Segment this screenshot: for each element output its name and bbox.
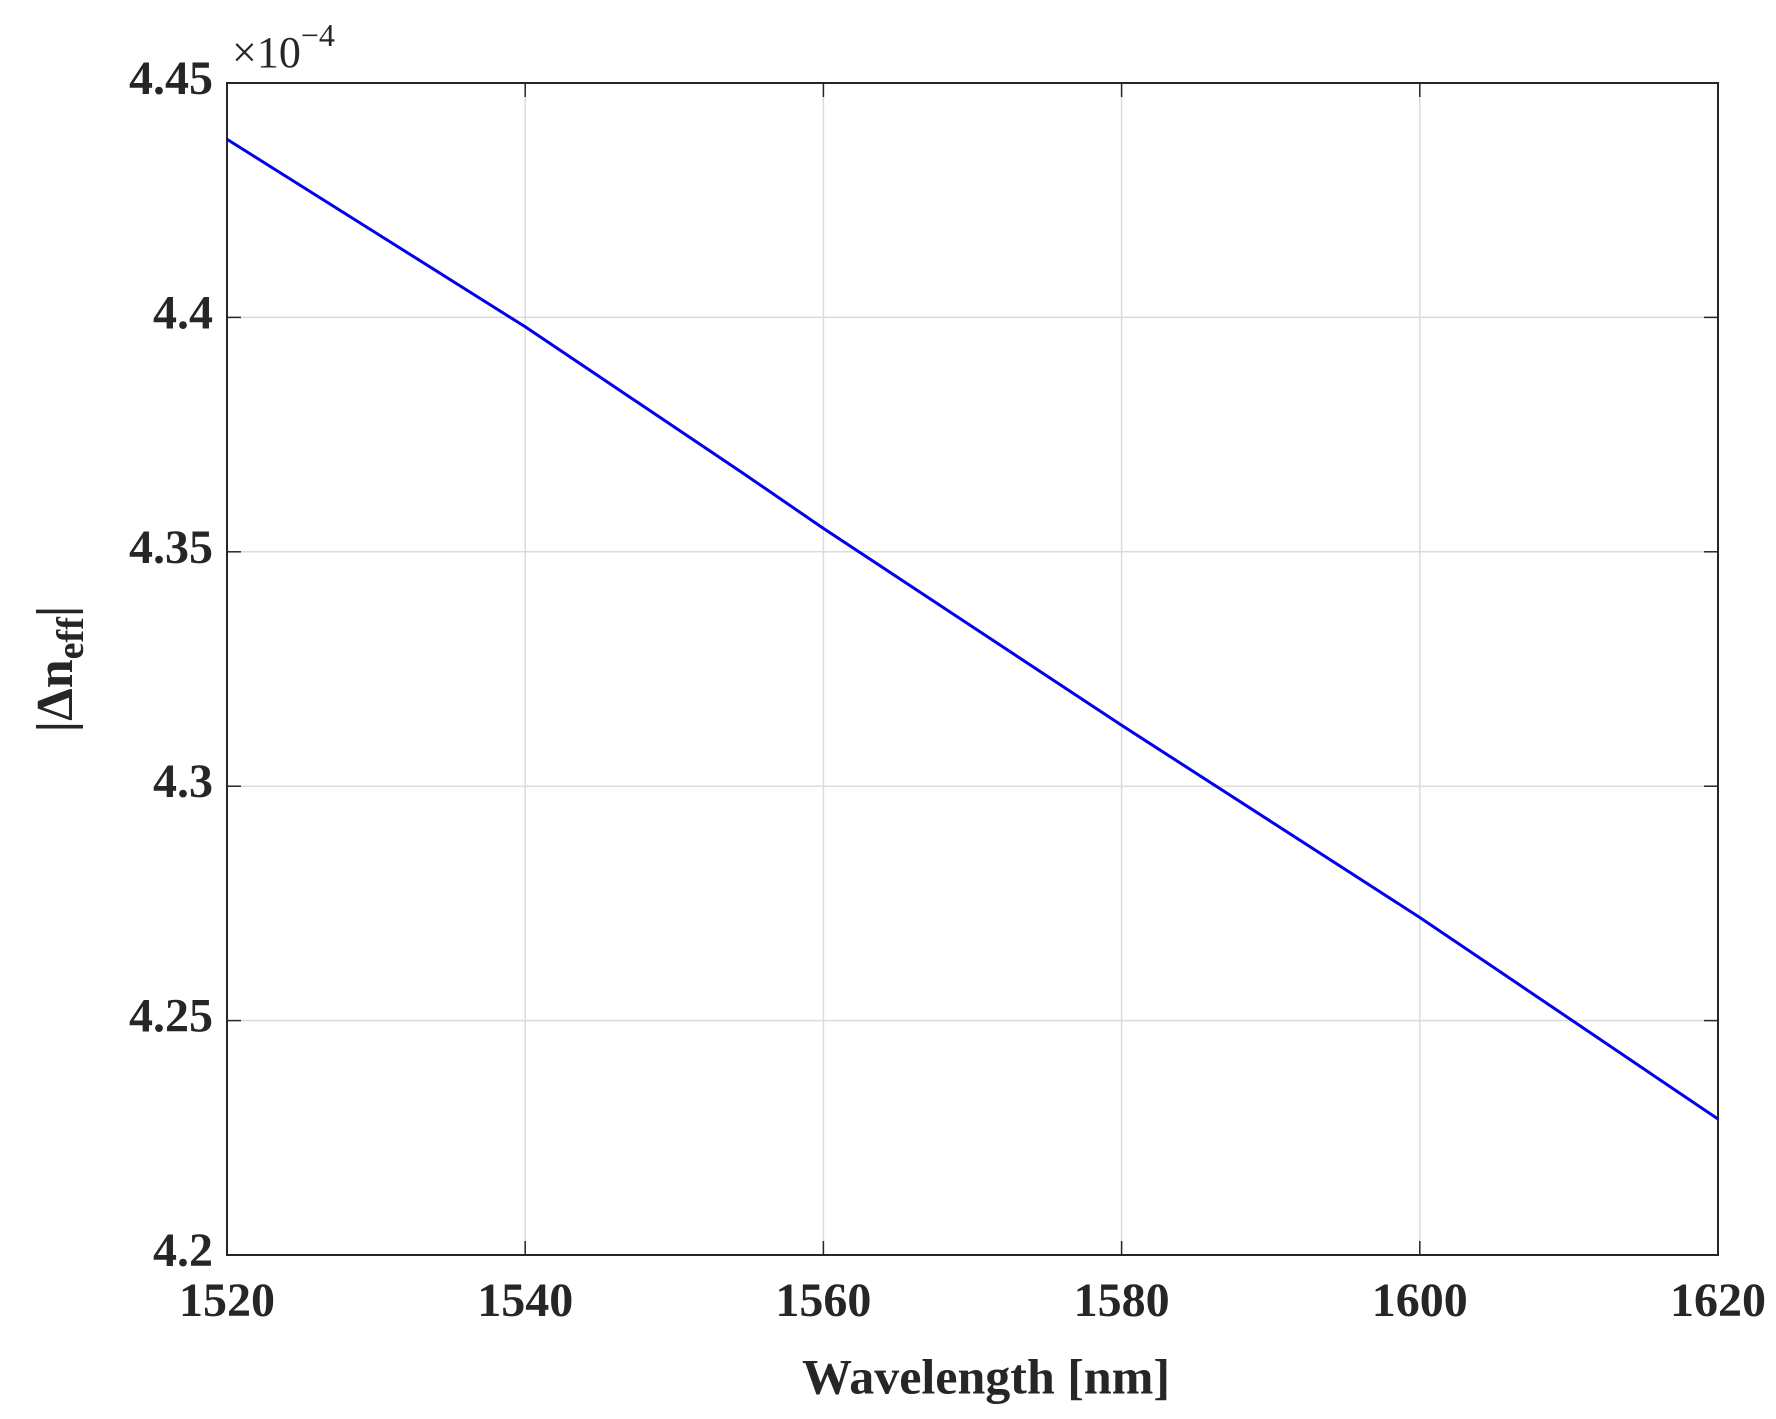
- data-line: [226, 137, 1719, 1121]
- y-multiplier: ×10−4: [232, 17, 335, 77]
- y-tick-label: 4.3: [153, 755, 213, 808]
- x-tick-label: 1580: [1074, 1274, 1170, 1327]
- x-tick-label: 1560: [775, 1274, 871, 1327]
- multiplier-base: ×10: [232, 28, 301, 77]
- x-tick-label: 1620: [1670, 1274, 1766, 1327]
- y-axis-label: |Δneff|: [27, 606, 92, 733]
- y-tick-label: 4.25: [129, 990, 213, 1043]
- x-axis-label: Wavelength [nm]: [802, 1348, 1170, 1404]
- x-tick-label: 1540: [477, 1274, 573, 1327]
- y-tick-label: 4.2: [153, 1224, 213, 1277]
- y-tick-label: 4.45: [129, 52, 213, 105]
- plot-frame: [226, 82, 1719, 1256]
- y-label-subscript: eff: [50, 616, 92, 660]
- y-tick-label: 4.35: [129, 521, 213, 574]
- x-tick-label: 1600: [1372, 1274, 1468, 1327]
- x-tick-label: 1520: [179, 1274, 275, 1327]
- multiplier-exponent: −4: [301, 17, 335, 53]
- y-label-part: |Δn: [27, 659, 84, 732]
- y-tick-label: 4.4: [153, 286, 213, 339]
- y-label-part: |: [27, 606, 84, 617]
